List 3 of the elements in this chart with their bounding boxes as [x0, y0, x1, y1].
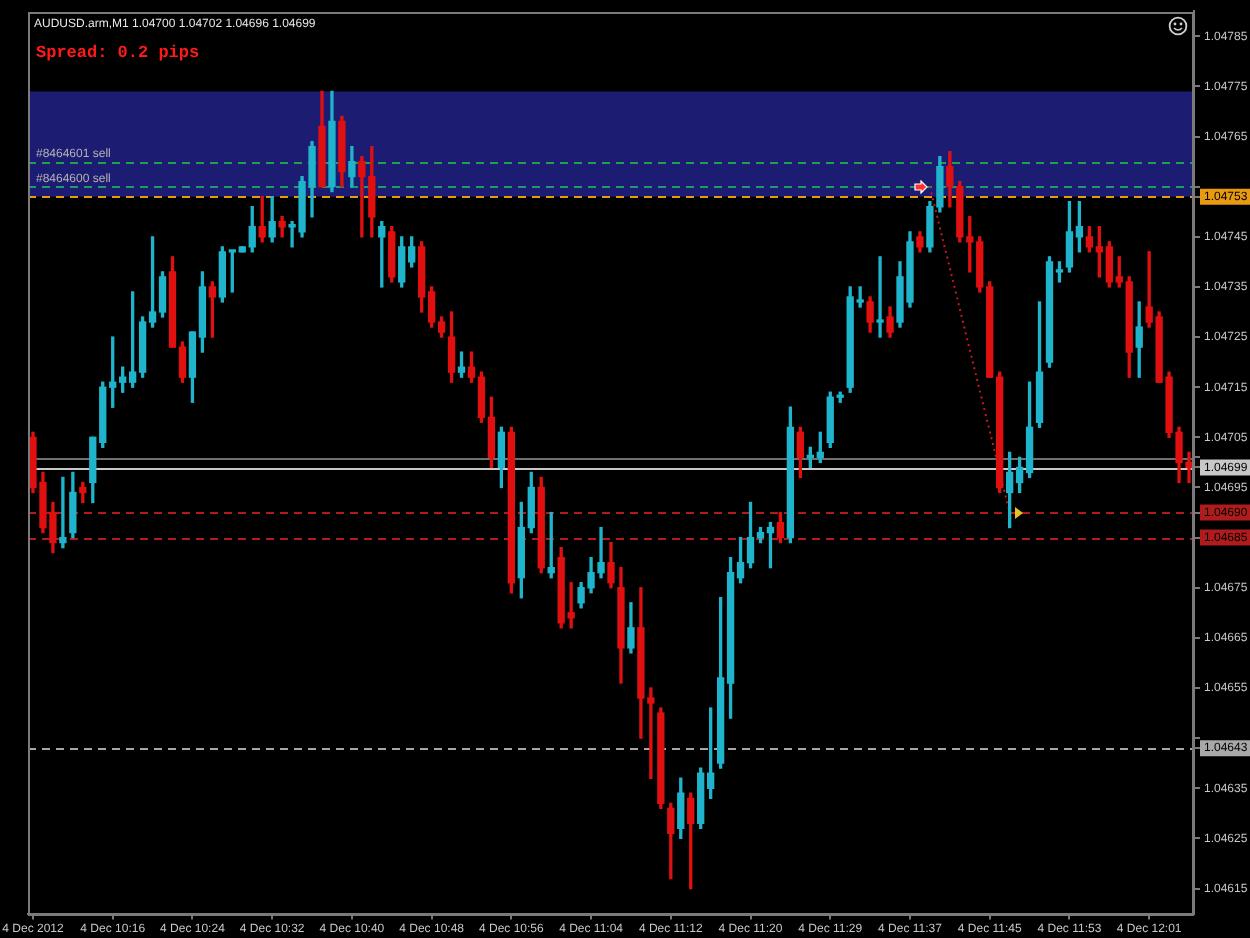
candlestick: [876, 256, 884, 338]
candlestick: [59, 476, 67, 549]
annotation: Spread: 0.2 pips: [36, 43, 200, 64]
